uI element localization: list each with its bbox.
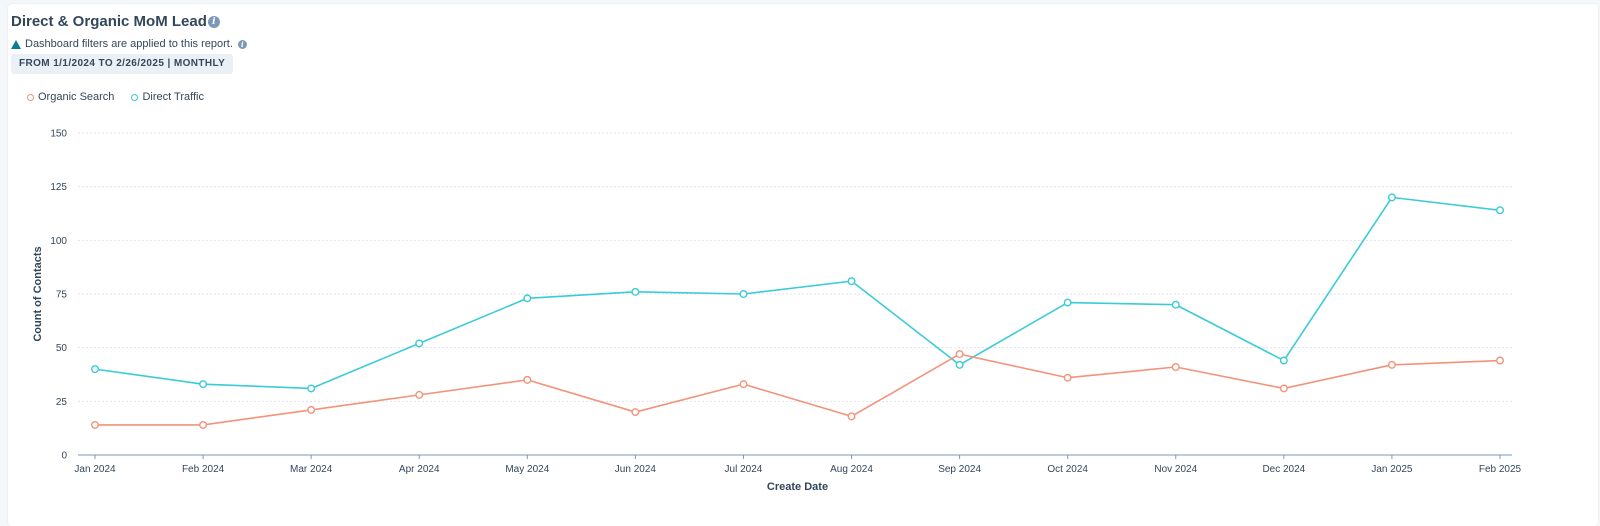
data-point-direct-traffic[interactable] (847, 277, 856, 286)
grid-lines (78, 132, 1512, 402)
legend-item-direct-traffic[interactable]: Direct Traffic (131, 91, 204, 103)
data-point-organic-search[interactable] (631, 408, 640, 417)
x-tick-label: Dec 2024 (1262, 464, 1305, 475)
data-point-direct-traffic[interactable] (631, 287, 640, 296)
y-tick-label: 150 (50, 129, 67, 140)
data-point-direct-traffic[interactable] (1495, 206, 1504, 215)
filter-info-icon[interactable]: i (237, 39, 247, 49)
x-axis-title: Create Date (767, 481, 828, 493)
series-line-direct-traffic (94, 196, 1501, 390)
data-point-organic-search[interactable] (1495, 356, 1504, 365)
report-title-row: Direct & Organic MoM Lead i (11, 13, 220, 30)
data-point-direct-traffic[interactable] (1279, 356, 1288, 365)
data-point-direct-traffic[interactable] (415, 339, 424, 348)
y-axis-title: Count of Contacts (32, 246, 44, 341)
data-point-organic-search[interactable] (90, 420, 99, 429)
x-tick-label: Jan 2024 (74, 464, 116, 475)
x-tick-label: Jul 2024 (725, 464, 763, 475)
data-point-direct-traffic[interactable] (199, 380, 208, 389)
filter-notice-text: Dashboard filters are applied to this re… (25, 38, 233, 50)
filter-notice: Dashboard filters are applied to this re… (11, 38, 247, 50)
date-range-chip: FROM 1/1/2024 TO 2/26/2025 | MONTHLY (11, 54, 234, 74)
data-point-organic-search[interactable] (415, 390, 424, 399)
data-point-direct-traffic[interactable] (1171, 300, 1180, 309)
chart-legend: Organic Search Direct Traffic (27, 91, 221, 103)
x-tick-label: Sep 2024 (938, 464, 981, 475)
data-point-organic-search[interactable] (955, 350, 964, 359)
x-tick-label: Nov 2024 (1154, 464, 1197, 475)
x-tick-label: Jun 2024 (615, 464, 657, 475)
y-tick-label: 0 (61, 451, 67, 462)
report-title[interactable]: Direct & Organic MoM Lead (11, 13, 207, 30)
series-line-organic-search (95, 353, 1501, 426)
data-point-organic-search[interactable] (307, 405, 316, 414)
warning-icon (11, 39, 21, 49)
x-tick-label: Feb 2025 (1479, 464, 1522, 475)
legend-item-organic-search[interactable]: Organic Search (27, 91, 114, 103)
data-point-organic-search[interactable] (1387, 360, 1396, 369)
legend-label-organic-search: Organic Search (38, 91, 115, 103)
data-point-direct-traffic[interactable] (739, 290, 748, 299)
legend-marker-direct-traffic (131, 93, 139, 101)
data-point-organic-search[interactable] (523, 375, 532, 384)
data-point-organic-search[interactable] (847, 412, 856, 421)
x-tick-label: Aug 2024 (830, 464, 873, 475)
data-point-organic-search[interactable] (1063, 373, 1072, 382)
data-point-direct-traffic[interactable] (1063, 298, 1072, 307)
data-point-direct-traffic[interactable] (955, 360, 964, 369)
x-tick-label: Oct 2024 (1047, 464, 1088, 475)
x-tick-label: Feb 2024 (182, 464, 225, 475)
data-point-organic-search[interactable] (739, 380, 748, 389)
data-point-direct-traffic[interactable] (523, 294, 532, 303)
x-tick-label: May 2024 (505, 464, 549, 475)
y-tick-label: 50 (56, 343, 68, 354)
x-tick-label: Apr 2024 (399, 464, 440, 475)
data-point-organic-search[interactable] (1171, 362, 1180, 371)
data-point-direct-traffic[interactable] (90, 365, 99, 374)
legend-marker-organic-search (27, 93, 34, 101)
y-tick-label: 125 (50, 182, 67, 193)
report-card (8, 4, 1598, 526)
y-tick-label: 100 (50, 236, 67, 247)
data-point-direct-traffic[interactable] (307, 384, 316, 393)
x-tick-label: Jan 2025 (1371, 464, 1413, 475)
info-icon[interactable]: i (207, 15, 220, 28)
data-point-direct-traffic[interactable] (1387, 193, 1396, 202)
x-tick-label: Mar 2024 (290, 464, 333, 475)
legend-label-direct-traffic: Direct Traffic (142, 91, 204, 103)
y-tick-label: 25 (56, 397, 68, 408)
data-point-organic-search[interactable] (199, 420, 208, 429)
axes: 0 25 50 75 100 125 150 Jan 2024 Feb 2024 Mar 2024… (50, 129, 1521, 476)
y-tick-label: 75 (56, 290, 68, 301)
data-points (90, 193, 1504, 429)
data-point-organic-search[interactable] (1279, 384, 1288, 393)
series-lines (94, 196, 1501, 426)
